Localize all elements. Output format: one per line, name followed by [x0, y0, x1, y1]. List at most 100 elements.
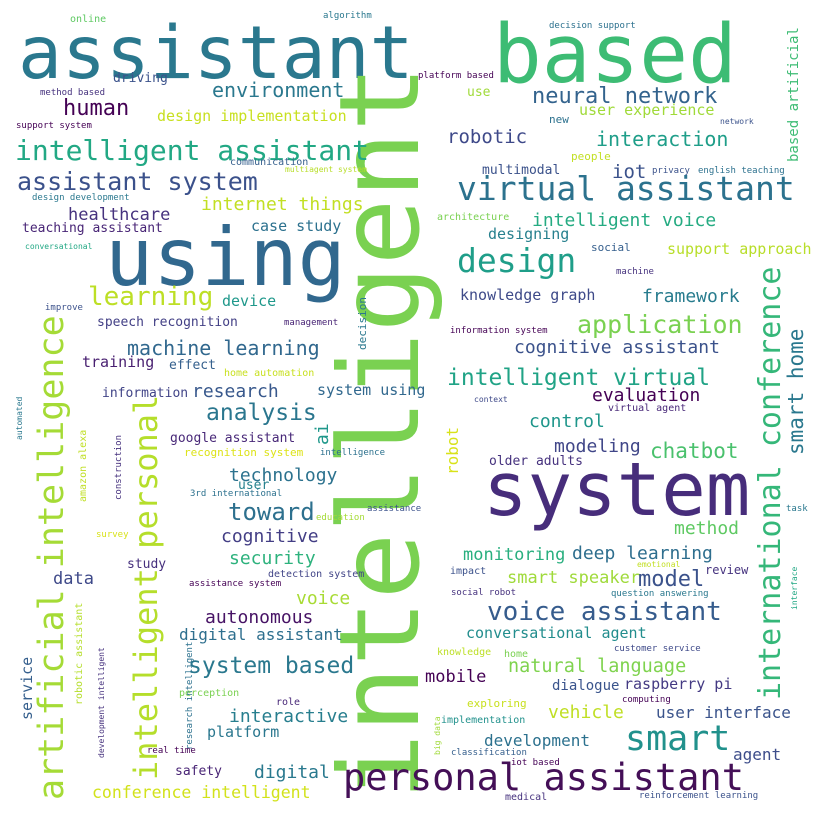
word: machine [616, 267, 654, 277]
word: robotic [447, 126, 527, 148]
word: improve [45, 303, 83, 313]
word: management [284, 318, 338, 328]
word: environment [212, 78, 344, 102]
word: iot [612, 161, 646, 183]
word: home [504, 649, 528, 660]
word: new [549, 113, 569, 126]
word: iot based [511, 758, 560, 768]
word: interaction [596, 127, 728, 151]
word: real time [147, 746, 196, 756]
word: information [102, 386, 188, 401]
word: intelligent assistant [15, 134, 369, 167]
word: vehicle [548, 702, 624, 723]
word: cognitive [221, 526, 319, 547]
word: voice [296, 588, 350, 609]
word: service [18, 657, 36, 720]
word: conversational agent [466, 624, 647, 642]
word: digital [254, 762, 330, 783]
word: analysis [206, 400, 317, 426]
word: digital assistant [179, 625, 343, 644]
word: robotic assistant [74, 603, 85, 705]
word: big data [433, 716, 442, 755]
word: robot [443, 427, 462, 475]
word: machine learning [127, 336, 320, 360]
word: customer service [614, 644, 701, 654]
word: cognitive assistant [514, 337, 720, 358]
word: network [720, 117, 754, 126]
word: virtual agent [608, 403, 686, 414]
word: device [222, 292, 276, 310]
word: mobile [425, 667, 486, 687]
word: 3rd international [190, 489, 282, 499]
word: social [591, 241, 631, 254]
word: design development [32, 193, 130, 203]
word: classification [451, 748, 527, 758]
word: ai [312, 423, 333, 445]
word: healthcare [68, 205, 170, 225]
word: artificial intelligence [32, 315, 72, 800]
word: online [70, 14, 106, 25]
word: security [229, 548, 316, 569]
word: case study [251, 217, 341, 235]
word: context [474, 395, 508, 404]
word: privacy [652, 166, 691, 176]
word: deep learning [572, 543, 713, 564]
word: design implementation [157, 107, 347, 125]
word: raspberry pi [624, 675, 732, 693]
word: knowledge graph [460, 286, 595, 304]
word: data [53, 569, 94, 589]
word: dialogue [552, 678, 619, 694]
word: support approach [667, 240, 812, 258]
word: modeling [554, 436, 641, 457]
word: implementation [441, 715, 525, 726]
word: safety [175, 764, 222, 779]
word: construction [114, 435, 124, 500]
word: home automation [224, 368, 314, 379]
word: communication [230, 157, 308, 168]
word: natural language [508, 656, 686, 677]
word: intelligent personal [127, 395, 165, 780]
word: research [192, 381, 279, 402]
word: driving [113, 71, 168, 86]
word: teaching assistant [22, 221, 163, 236]
word: autonomous [205, 607, 313, 628]
word: international conference [753, 267, 788, 700]
word: reinforcement learning [639, 791, 758, 801]
word: method based [40, 88, 105, 98]
word: intelligent voice [532, 210, 716, 231]
word: user interface [656, 703, 791, 722]
word: decision support [549, 21, 636, 31]
word: research intelligent [185, 642, 195, 750]
word: recognition system [184, 446, 304, 459]
word: conversational [25, 242, 93, 251]
word: neural network [532, 84, 717, 109]
word: intelligent virtual [447, 365, 710, 391]
word: learning [88, 282, 213, 312]
word: smart speaker [507, 568, 640, 588]
word: user experience [579, 101, 714, 119]
word: exploring [467, 697, 527, 710]
word: system [483, 447, 750, 533]
word: intelligence [320, 448, 385, 458]
word: review [705, 563, 749, 577]
word: smart home [784, 329, 808, 455]
word: amazon alexa [78, 430, 89, 502]
word: use [467, 85, 491, 100]
word: assistant [18, 11, 414, 96]
word: impact [450, 566, 486, 577]
word: control [529, 411, 605, 432]
word: development [484, 731, 590, 750]
word: agent [733, 745, 781, 764]
word: support system [16, 121, 92, 131]
word: internet things [201, 194, 364, 215]
word: model [638, 567, 704, 592]
word: framework [642, 286, 740, 307]
word: training [82, 353, 154, 371]
word: method [674, 518, 739, 539]
word: system using [317, 381, 425, 399]
word: decision [356, 297, 369, 350]
word: social robot [451, 588, 516, 598]
word: multimodal [482, 163, 560, 178]
word: design [457, 241, 576, 280]
